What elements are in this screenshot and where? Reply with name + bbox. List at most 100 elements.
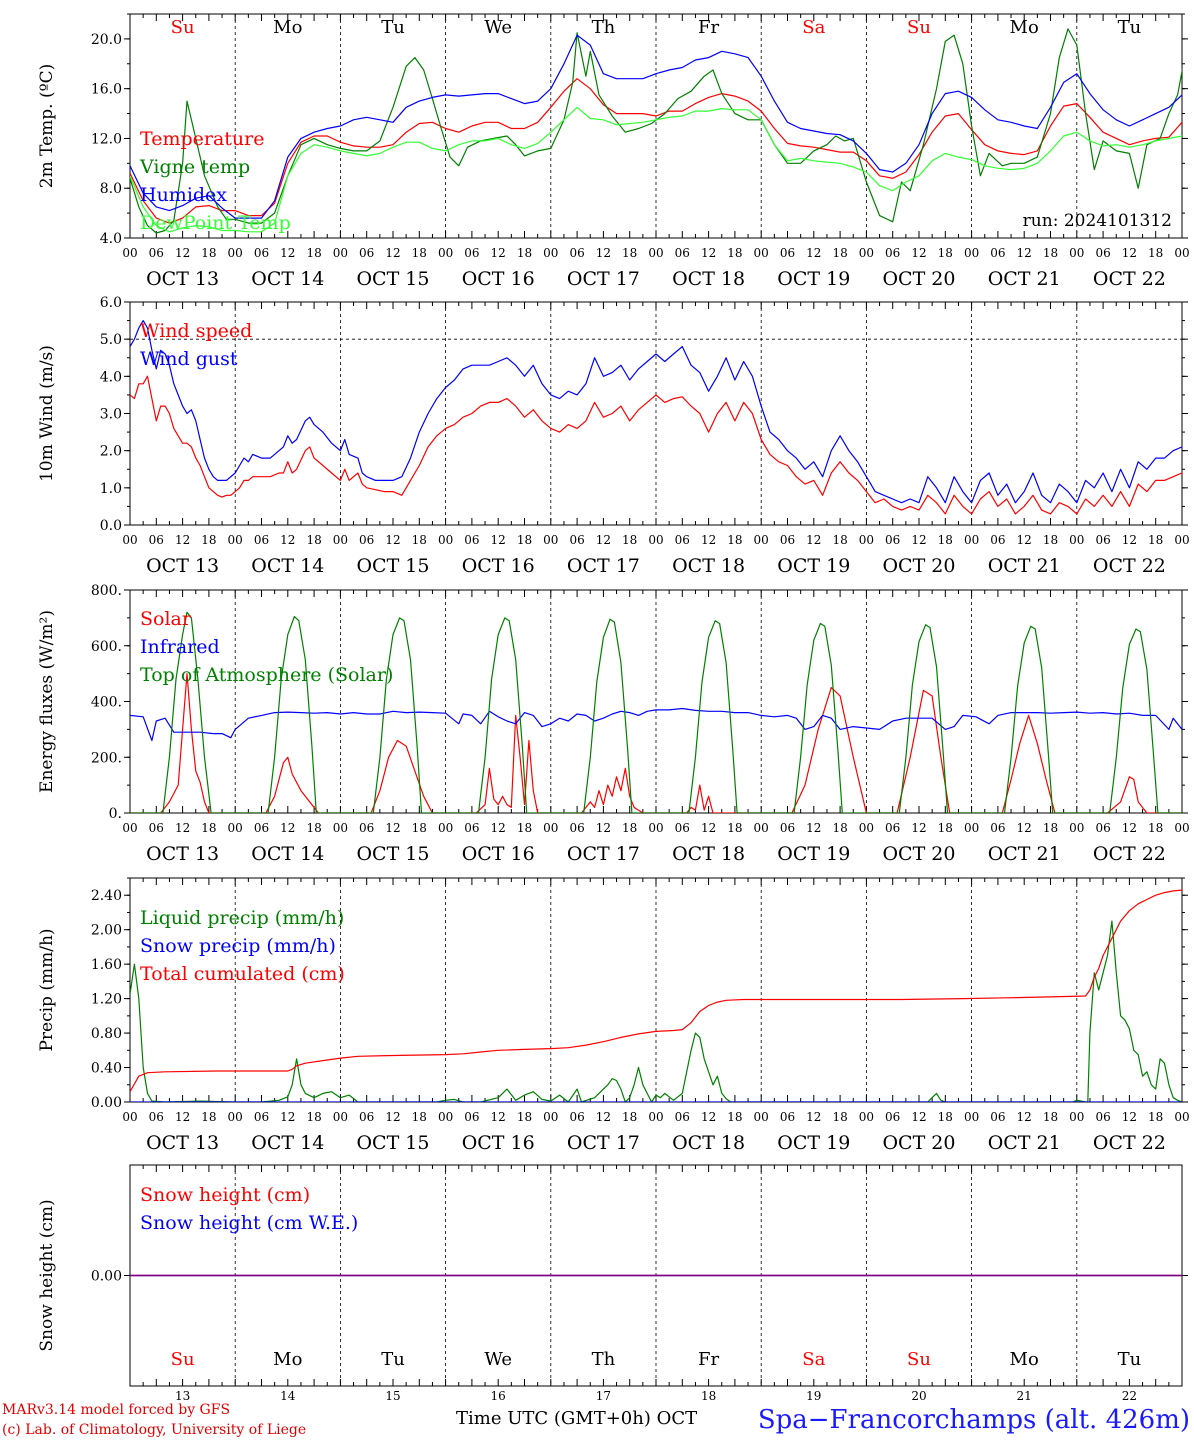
hour-label: 06 [885, 821, 900, 835]
date-label: OCT 17 [567, 1132, 640, 1154]
day-of-week-label: We [484, 1349, 512, 1370]
hour-label: 06 [464, 821, 479, 835]
y-axis-title: Precip (mm/h) [37, 928, 57, 1051]
series-line-wind-gust [130, 320, 1182, 504]
legend-entry: Top of Atmosphere (Solar) [140, 664, 393, 686]
day-of-week-label: Tu [1118, 17, 1142, 38]
day-of-week-label: Th [592, 1349, 616, 1370]
hour-label: 00 [438, 246, 453, 260]
date-label: OCT 22 [1093, 268, 1166, 290]
hour-label: 12 [175, 246, 190, 260]
date-label: OCT 22 [1093, 555, 1166, 577]
legend-entry: Solar [140, 608, 192, 630]
y-axis: 0.00 0.40 0.80 1.20 1.60 2.00 2.40 [91, 877, 1188, 1111]
y-tick-label: 0. [109, 806, 122, 822]
legend-entry: Wind speed [140, 320, 252, 342]
y-tick-label: 200. [91, 750, 122, 766]
date-label: OCT 20 [882, 843, 955, 865]
y-axis: 0. 200. 400. 600. 800. [91, 583, 1188, 822]
hour-label: 12 [1017, 1110, 1032, 1124]
hour-label: 06 [885, 533, 900, 547]
hour-label: 18 [832, 821, 847, 835]
hour-label: 00 [859, 821, 874, 835]
day-of-week-label: Fr [698, 17, 719, 38]
hour-label: 12 [596, 533, 611, 547]
hour-label: 18 [517, 246, 532, 260]
day-number-label: 17 [596, 1389, 611, 1403]
day-of-week-label: Tu [381, 1349, 405, 1370]
day-number-label: 15 [385, 1389, 400, 1403]
y-tick-label: 1.0 [100, 481, 122, 497]
hour-label: 06 [254, 533, 269, 547]
hour-label: 00 [648, 533, 663, 547]
hour-label: 18 [622, 533, 637, 547]
meteogram-panels: 4.0 8.0 12.0 16.0 20.0 2m Temp. (ºC) 00 06 12 18 O… [37, 13, 1190, 1403]
hour-label: 00 [859, 533, 874, 547]
hour-label: 12 [701, 1110, 716, 1124]
y-tick-label: 0.00 [91, 1269, 122, 1285]
y-tick-label: 0.80 [91, 1026, 122, 1042]
hour-label: 18 [727, 246, 742, 260]
day-of-week-label: Sa [802, 17, 825, 38]
hour-label: 06 [149, 533, 164, 547]
hour-label: 00 [228, 1110, 243, 1124]
hour-label: 12 [385, 246, 400, 260]
date-label: OCT 18 [672, 555, 745, 577]
hour-label: 12 [280, 1110, 295, 1124]
hour-label: 06 [359, 821, 374, 835]
hour-label: 06 [675, 821, 690, 835]
hour-label: 18 [622, 1110, 637, 1124]
model-credit: MARv3.14 model forced by GFS [2, 1402, 230, 1418]
day-of-week-label: Su [907, 17, 931, 38]
y-tick-label: 12.0 [91, 131, 122, 147]
hour-label: 06 [990, 821, 1005, 835]
footer: MARv3.14 model forced by GFS (c) Lab. of… [2, 1402, 1190, 1438]
hour-label: 00 [228, 246, 243, 260]
y-tick-label: 8.0 [100, 181, 122, 197]
x-axis-title: Time UTC (GMT+0h) OCT [456, 1408, 697, 1429]
date-label: OCT 14 [251, 555, 324, 577]
hour-label: 00 [648, 821, 663, 835]
date-label: OCT 18 [672, 1132, 745, 1154]
panel-temperature: 4.0 8.0 12.0 16.0 20.0 2m Temp. (ºC) 00 06 12 18 O… [37, 13, 1190, 290]
legend: Wind speed Wind gust [140, 320, 252, 370]
hour-label: 18 [1043, 246, 1058, 260]
day-of-week-label: Su [907, 1349, 931, 1370]
legend: Snow height (cm) Snow height (cm W.E.) [140, 1184, 358, 1234]
hour-label: 00 [964, 821, 979, 835]
hour-label: 18 [201, 533, 216, 547]
day-number-label: 20 [911, 1389, 926, 1403]
day-of-week-label: We [484, 17, 512, 38]
date-label: OCT 13 [146, 555, 219, 577]
hour-label: 06 [464, 246, 479, 260]
hour-label: 00 [1174, 533, 1189, 547]
series-line-humidex [130, 34, 1182, 219]
hour-label: 18 [938, 821, 953, 835]
date-label: OCT 15 [356, 1132, 429, 1154]
legend-entry: Wind gust [140, 348, 238, 370]
hour-label: 18 [727, 821, 742, 835]
hour-label: 12 [1017, 533, 1032, 547]
hour-label: 06 [569, 246, 584, 260]
y-tick-label: 400. [91, 695, 122, 711]
hour-label: 00 [438, 533, 453, 547]
hour-label: 00 [859, 1110, 874, 1124]
hour-label: 06 [990, 1110, 1005, 1124]
hour-label: 00 [648, 246, 663, 260]
hour-label: 00 [1174, 246, 1189, 260]
hour-label: 06 [149, 246, 164, 260]
y-axis-title: 2m Temp. (ºC) [37, 64, 57, 189]
hour-label: 18 [938, 1110, 953, 1124]
y-tick-label: 2.00 [91, 923, 122, 939]
y-axis: 0.00 [91, 1269, 1188, 1285]
y-tick-label: 800. [91, 583, 122, 599]
date-label: OCT 22 [1093, 1132, 1166, 1154]
hour-label: 12 [491, 533, 506, 547]
date-label: OCT 20 [882, 268, 955, 290]
hour-label: 18 [201, 246, 216, 260]
day-number-label: 19 [806, 1389, 821, 1403]
date-label: OCT 13 [146, 1132, 219, 1154]
legend: Liquid precip (mm/h) Snow precip (mm/h) To… [140, 907, 345, 985]
plot-frame [129, 589, 1183, 814]
